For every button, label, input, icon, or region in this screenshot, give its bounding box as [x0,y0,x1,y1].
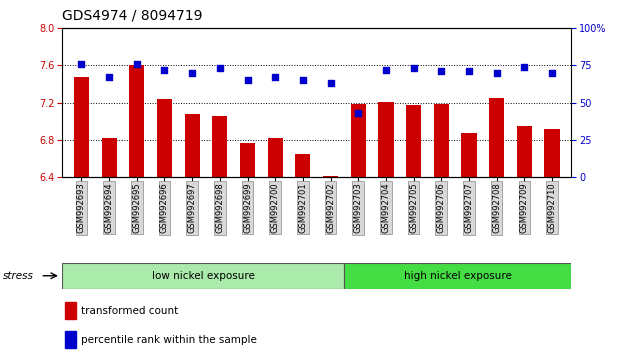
Bar [323,176,338,177]
Bar [345,263,571,289]
Point [76,61,86,67]
Text: high nickel exposure: high nickel exposure [404,271,512,281]
Point [104,75,114,80]
Point [325,80,335,86]
Bar [295,154,310,177]
Bar [268,138,283,177]
Bar [65,331,76,348]
Point [243,78,253,83]
Bar [65,302,76,319]
Bar [184,114,200,177]
Point [187,70,197,76]
Bar [433,104,449,177]
Bar [378,102,394,177]
Bar [545,129,560,177]
Point [270,75,280,80]
Text: low nickel exposure: low nickel exposure [152,271,255,281]
Text: transformed count: transformed count [81,306,179,316]
Bar [212,116,227,177]
Bar [461,133,476,177]
Bar [240,143,255,177]
Point [464,69,474,74]
Bar [62,263,345,289]
Bar [517,126,532,177]
Bar [406,105,421,177]
Point [298,78,308,83]
Point [547,70,557,76]
Point [353,110,363,116]
Bar [157,99,172,177]
Bar [102,138,117,177]
Point [519,64,529,70]
Text: GDS4974 / 8094719: GDS4974 / 8094719 [62,9,202,23]
Text: percentile rank within the sample: percentile rank within the sample [81,335,257,344]
Point [132,61,142,67]
Bar [489,98,504,177]
Point [160,67,170,73]
Point [409,65,419,71]
Bar [351,104,366,177]
Bar [74,77,89,177]
Point [381,67,391,73]
Text: stress: stress [3,271,34,281]
Point [437,69,446,74]
Point [215,65,225,71]
Bar [129,65,145,177]
Point [492,70,502,76]
